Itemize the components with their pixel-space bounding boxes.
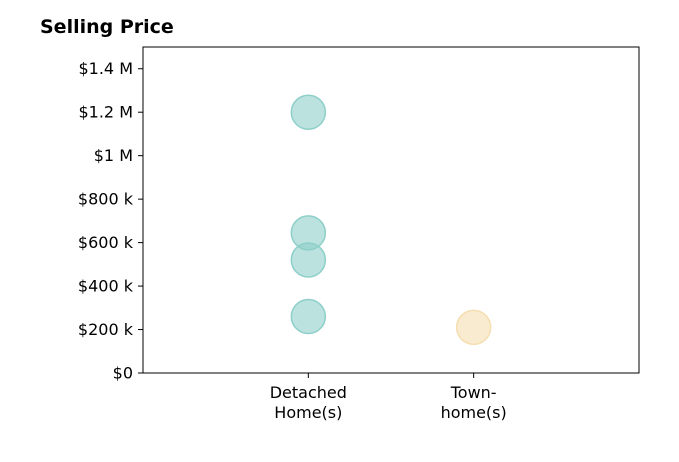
data-point xyxy=(290,298,327,335)
y-axis: $0 $200 k $400 k $600 k $800 k $1 M $1.2 M $1.4… xyxy=(78,59,143,383)
y-tick-label: $400 k xyxy=(78,277,134,296)
data-points xyxy=(290,94,492,346)
data-point xyxy=(290,242,327,278)
y-tick-label: $200 k xyxy=(78,320,134,339)
x-tick-label: Town-home(s) xyxy=(441,383,507,422)
y-tick-label: $800 k xyxy=(78,190,134,209)
y-tick-label: $0 xyxy=(113,364,133,383)
plot-frame xyxy=(142,46,640,374)
y-tick-label: $1.4 M xyxy=(78,59,133,78)
x-axis: Detached Home(s) Town-home(s) xyxy=(270,373,507,422)
y-tick-label: $1 M xyxy=(94,146,133,165)
data-point xyxy=(455,309,492,346)
y-tick-label: $1.2 M xyxy=(78,103,133,122)
data-point xyxy=(290,94,327,130)
x-tick-label-line2: home(s) xyxy=(441,403,507,422)
x-tick-label-line1: Town- xyxy=(450,383,497,402)
chart-title: Selling Price xyxy=(40,16,174,38)
x-tick-label-line1: Detached xyxy=(270,383,347,402)
x-tick-label: Detached Home(s) xyxy=(270,383,347,422)
x-tick-label-line2: Home(s) xyxy=(274,403,342,422)
y-tick-label: $600 k xyxy=(78,233,134,252)
